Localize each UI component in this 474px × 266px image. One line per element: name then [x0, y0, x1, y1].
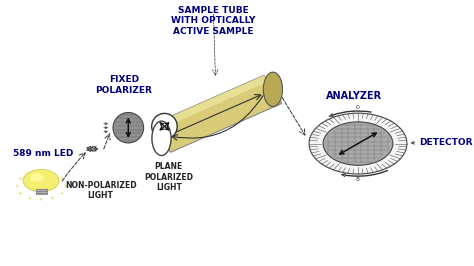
Polygon shape: [153, 75, 282, 152]
Polygon shape: [153, 75, 269, 130]
Text: NON-POLARIZED
LIGHT: NON-POLARIZED LIGHT: [65, 181, 137, 200]
Ellipse shape: [264, 72, 283, 107]
Ellipse shape: [113, 113, 144, 143]
Circle shape: [23, 169, 59, 192]
Text: SAMPLE TUBE
WITH OPTICALLY
ACTIVE SAMPLE: SAMPLE TUBE WITH OPTICALLY ACTIVE SAMPLE: [171, 6, 255, 36]
Circle shape: [309, 113, 407, 174]
Circle shape: [30, 173, 44, 182]
Bar: [36, 189, 46, 194]
Text: DETECTOR: DETECTOR: [419, 138, 472, 147]
Text: ANALYZER: ANALYZER: [326, 91, 382, 101]
Text: 8: 8: [356, 177, 360, 182]
Text: PLANE
POLARIZED
LIGHT: PLANE POLARIZED LIGHT: [144, 162, 193, 192]
Ellipse shape: [152, 121, 171, 156]
Text: 0: 0: [356, 105, 360, 110]
Circle shape: [323, 122, 393, 165]
Text: 589 nm LED: 589 nm LED: [13, 149, 73, 158]
Ellipse shape: [152, 113, 177, 139]
Text: FIXED
POLARIZER: FIXED POLARIZER: [96, 75, 153, 95]
